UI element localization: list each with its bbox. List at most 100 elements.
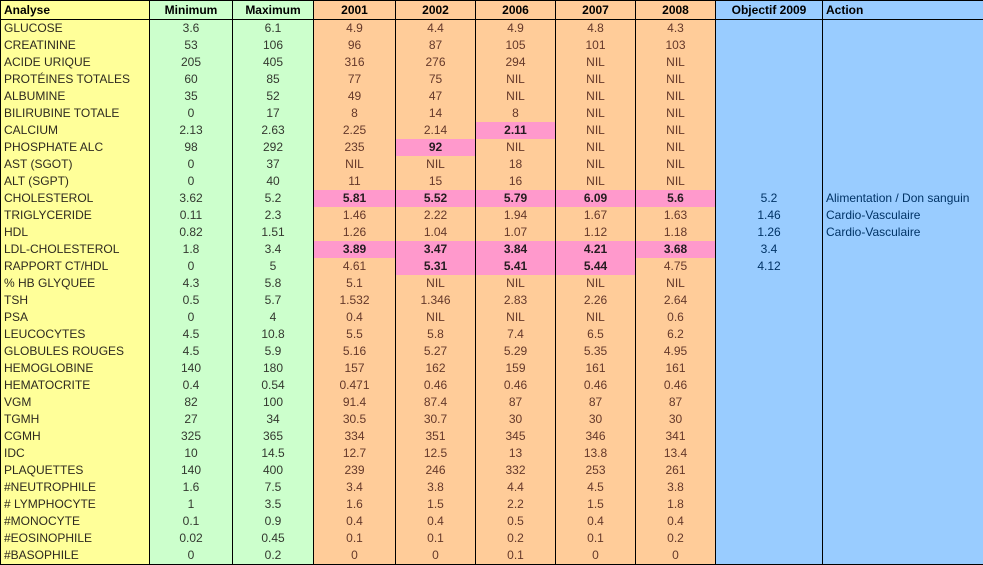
- year-value-cell-out-of-range[interactable]: 3.84: [476, 241, 556, 258]
- year-value-cell[interactable]: NIL: [476, 139, 556, 156]
- objective-cell[interactable]: [716, 71, 823, 88]
- analysis-name-cell[interactable]: #NEUTROPHILE: [1, 479, 150, 496]
- objective-cell[interactable]: [716, 20, 823, 38]
- analysis-name-cell[interactable]: PLAQUETTES: [1, 462, 150, 479]
- year-value-cell[interactable]: 4.4: [396, 20, 476, 38]
- action-cell[interactable]: [823, 139, 983, 156]
- year-value-cell[interactable]: 0.5: [476, 513, 556, 530]
- year-value-cell[interactable]: 159: [476, 360, 556, 377]
- year-value-cell[interactable]: NIL: [636, 122, 716, 139]
- year-value-cell[interactable]: 87: [556, 394, 636, 411]
- action-cell[interactable]: Cardio-Vasculaire: [823, 224, 983, 241]
- objective-cell[interactable]: 5.2: [716, 190, 823, 207]
- year-value-cell[interactable]: 1.532: [314, 292, 396, 309]
- year-value-cell[interactable]: 239: [314, 462, 396, 479]
- year-value-cell[interactable]: 75: [396, 71, 476, 88]
- year-value-cell[interactable]: 5.27: [396, 343, 476, 360]
- objective-cell[interactable]: 1.46: [716, 207, 823, 224]
- action-cell[interactable]: [823, 377, 983, 394]
- year-value-cell[interactable]: 8: [314, 105, 396, 122]
- analysis-name-cell[interactable]: GLOBULES ROUGES: [1, 343, 150, 360]
- analysis-name-cell[interactable]: VGM: [1, 394, 150, 411]
- maximum-cell[interactable]: 17: [233, 105, 314, 122]
- objective-cell[interactable]: [716, 122, 823, 139]
- year-value-cell[interactable]: 3.4: [314, 479, 396, 496]
- year-value-cell[interactable]: NIL: [556, 54, 636, 71]
- year-value-cell[interactable]: 7.4: [476, 326, 556, 343]
- year-value-cell[interactable]: 105: [476, 37, 556, 54]
- maximum-cell[interactable]: 6.1: [233, 20, 314, 38]
- year-value-cell[interactable]: 14: [396, 105, 476, 122]
- year-value-cell[interactable]: NIL: [476, 71, 556, 88]
- action-cell[interactable]: [823, 173, 983, 190]
- year-value-cell[interactable]: 0.1: [314, 530, 396, 547]
- analysis-name-cell[interactable]: HDL: [1, 224, 150, 241]
- minimum-cell[interactable]: 53: [150, 37, 233, 54]
- year-value-cell[interactable]: 4.75: [636, 258, 716, 275]
- year-value-cell[interactable]: NIL: [476, 275, 556, 292]
- year-value-cell[interactable]: 87.4: [396, 394, 476, 411]
- year-value-cell[interactable]: 1.5: [556, 496, 636, 513]
- action-cell[interactable]: [823, 258, 983, 275]
- analysis-name-cell[interactable]: #EOSINOPHILE: [1, 530, 150, 547]
- minimum-cell[interactable]: 325: [150, 428, 233, 445]
- maximum-cell[interactable]: 180: [233, 360, 314, 377]
- year-value-cell[interactable]: 101: [556, 37, 636, 54]
- year-value-cell[interactable]: NIL: [556, 173, 636, 190]
- minimum-cell[interactable]: 4.3: [150, 275, 233, 292]
- year-value-cell[interactable]: 13: [476, 445, 556, 462]
- action-cell[interactable]: [823, 479, 983, 496]
- year-value-cell[interactable]: NIL: [636, 105, 716, 122]
- objective-cell[interactable]: [716, 173, 823, 190]
- year-value-cell[interactable]: 0.1: [396, 530, 476, 547]
- year-value-cell-out-of-range[interactable]: 5.31: [396, 258, 476, 275]
- column-header-y2006[interactable]: 2006: [476, 1, 556, 20]
- year-value-cell[interactable]: 4.8: [556, 20, 636, 38]
- year-value-cell[interactable]: 6.5: [556, 326, 636, 343]
- action-cell[interactable]: [823, 360, 983, 377]
- year-value-cell[interactable]: NIL: [396, 309, 476, 326]
- action-cell[interactable]: [823, 122, 983, 139]
- year-value-cell[interactable]: 0.4: [556, 513, 636, 530]
- minimum-cell[interactable]: 3.6: [150, 20, 233, 38]
- year-value-cell[interactable]: 246: [396, 462, 476, 479]
- year-value-cell[interactable]: NIL: [476, 309, 556, 326]
- year-value-cell[interactable]: 12.5: [396, 445, 476, 462]
- column-header-y2001[interactable]: 2001: [314, 1, 396, 20]
- maximum-cell[interactable]: 3.5: [233, 496, 314, 513]
- analysis-name-cell[interactable]: IDC: [1, 445, 150, 462]
- action-cell[interactable]: [823, 309, 983, 326]
- year-value-cell[interactable]: 87: [476, 394, 556, 411]
- year-value-cell[interactable]: 1.46: [314, 207, 396, 224]
- maximum-cell[interactable]: 0.45: [233, 530, 314, 547]
- year-value-cell[interactable]: 0.4: [314, 513, 396, 530]
- minimum-cell[interactable]: 98: [150, 139, 233, 156]
- objective-cell[interactable]: [716, 377, 823, 394]
- year-value-cell-out-of-range[interactable]: 3.68: [636, 241, 716, 258]
- minimum-cell[interactable]: 2.13: [150, 122, 233, 139]
- maximum-cell[interactable]: 100: [233, 394, 314, 411]
- maximum-cell[interactable]: 1.51: [233, 224, 314, 241]
- action-cell[interactable]: [823, 411, 983, 428]
- year-value-cell-out-of-range[interactable]: 5.81: [314, 190, 396, 207]
- year-value-cell[interactable]: NIL: [556, 139, 636, 156]
- year-value-cell[interactable]: 18: [476, 156, 556, 173]
- year-value-cell-out-of-range[interactable]: 2.11: [476, 122, 556, 139]
- year-value-cell[interactable]: 1.67: [556, 207, 636, 224]
- column-header-max[interactable]: Maximum: [233, 1, 314, 20]
- year-value-cell[interactable]: 0.2: [636, 530, 716, 547]
- year-value-cell[interactable]: 253: [556, 462, 636, 479]
- year-value-cell[interactable]: NIL: [396, 156, 476, 173]
- column-header-analyse[interactable]: Analyse: [1, 1, 150, 20]
- analysis-name-cell[interactable]: HEMATOCRITE: [1, 377, 150, 394]
- minimum-cell[interactable]: 4.5: [150, 343, 233, 360]
- year-value-cell[interactable]: NIL: [556, 275, 636, 292]
- year-value-cell[interactable]: 1.12: [556, 224, 636, 241]
- minimum-cell[interactable]: 0: [150, 258, 233, 275]
- year-value-cell[interactable]: NIL: [636, 275, 716, 292]
- minimum-cell[interactable]: 1: [150, 496, 233, 513]
- year-value-cell[interactable]: NIL: [556, 309, 636, 326]
- action-cell[interactable]: [823, 343, 983, 360]
- objective-cell[interactable]: [716, 37, 823, 54]
- analysis-name-cell[interactable]: CALCIUM: [1, 122, 150, 139]
